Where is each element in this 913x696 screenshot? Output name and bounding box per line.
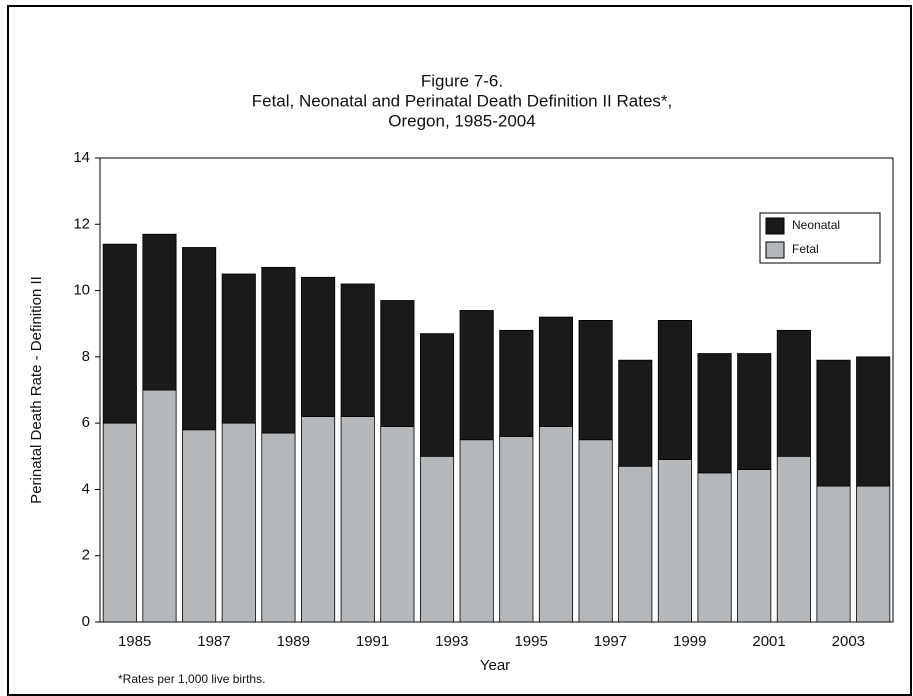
x-tick-label: 2001 bbox=[752, 633, 785, 650]
x-axis-title: Year bbox=[480, 657, 510, 674]
bar-segment bbox=[578, 319, 613, 441]
bar-segment bbox=[261, 266, 296, 434]
legend-label: Neonatal bbox=[792, 218, 840, 232]
footnote: *Rates per 1,000 live births. bbox=[118, 672, 265, 686]
bar-segment bbox=[380, 300, 415, 427]
bar-segment bbox=[102, 243, 137, 424]
y-tick-label: 0 bbox=[82, 613, 90, 630]
chart-title: Fetal, Neonatal and Perinatal Death Defi… bbox=[252, 91, 673, 110]
bar-segment bbox=[261, 432, 296, 623]
legend-swatch bbox=[765, 217, 785, 235]
bar-segment bbox=[697, 472, 732, 623]
bar-segment bbox=[301, 276, 336, 417]
bar-segment bbox=[102, 422, 137, 623]
y-tick-label: 14 bbox=[73, 149, 90, 166]
bar-segment bbox=[578, 439, 613, 623]
bar-segment bbox=[459, 439, 494, 623]
x-tick-label: 1987 bbox=[197, 633, 230, 650]
bar-segment bbox=[618, 465, 653, 623]
x-tick-label: 1991 bbox=[356, 633, 389, 650]
bar-segment bbox=[856, 356, 891, 487]
y-axis-title: Perinatal Death Rate - Definition II bbox=[28, 276, 45, 504]
chart-title: Figure 7-6. bbox=[421, 71, 503, 90]
x-tick-label: 1999 bbox=[673, 633, 706, 650]
bar-segment bbox=[499, 329, 534, 437]
bar-segment bbox=[301, 416, 336, 623]
plot-area bbox=[99, 157, 894, 623]
bar-segment bbox=[221, 273, 256, 424]
frame bbox=[7, 5, 912, 696]
bar-segment bbox=[737, 469, 772, 623]
y-tick-label: 12 bbox=[73, 215, 90, 232]
y-tick-label: 8 bbox=[82, 348, 90, 365]
bar-segment bbox=[816, 359, 851, 487]
bar-segment bbox=[221, 422, 256, 623]
bar-segment bbox=[816, 485, 851, 623]
bar-segment bbox=[697, 353, 732, 474]
bar-segment bbox=[657, 459, 692, 623]
y-tick-label: 4 bbox=[82, 480, 90, 497]
bar-segment bbox=[182, 247, 217, 431]
bar-segment bbox=[182, 429, 217, 623]
x-tick-label: 1989 bbox=[277, 633, 310, 650]
bar-segment bbox=[776, 455, 811, 623]
y-tick-label: 10 bbox=[73, 282, 90, 299]
bar-segment bbox=[538, 316, 574, 427]
y-tick-label: 2 bbox=[82, 547, 90, 564]
bar-segment bbox=[142, 389, 177, 623]
bar-segment bbox=[340, 283, 375, 417]
bar-segment bbox=[618, 359, 653, 467]
legend-swatch bbox=[765, 241, 785, 259]
bar-segment bbox=[459, 310, 494, 441]
bar-segment bbox=[340, 416, 375, 623]
bar-segment bbox=[737, 353, 772, 470]
y-tick-label: 6 bbox=[82, 414, 90, 431]
bar-segment bbox=[856, 485, 891, 623]
bar-segment bbox=[776, 329, 811, 457]
x-tick-label: 1993 bbox=[435, 633, 468, 650]
legend-label: Fetal bbox=[792, 242, 819, 256]
bar-segment bbox=[419, 455, 455, 623]
bar-segment bbox=[499, 435, 534, 623]
chart-title: Oregon, 1985-2004 bbox=[388, 111, 535, 130]
bar-segment bbox=[538, 426, 574, 623]
x-tick-label: 1997 bbox=[594, 633, 627, 650]
x-tick-label: 1995 bbox=[514, 633, 547, 650]
bar-segment bbox=[657, 319, 692, 460]
bar-segment bbox=[142, 233, 177, 391]
x-tick-label: 1985 bbox=[118, 633, 151, 650]
bar-segment bbox=[419, 333, 455, 457]
x-tick-label: 2003 bbox=[832, 633, 865, 650]
bar-segment bbox=[380, 426, 415, 623]
